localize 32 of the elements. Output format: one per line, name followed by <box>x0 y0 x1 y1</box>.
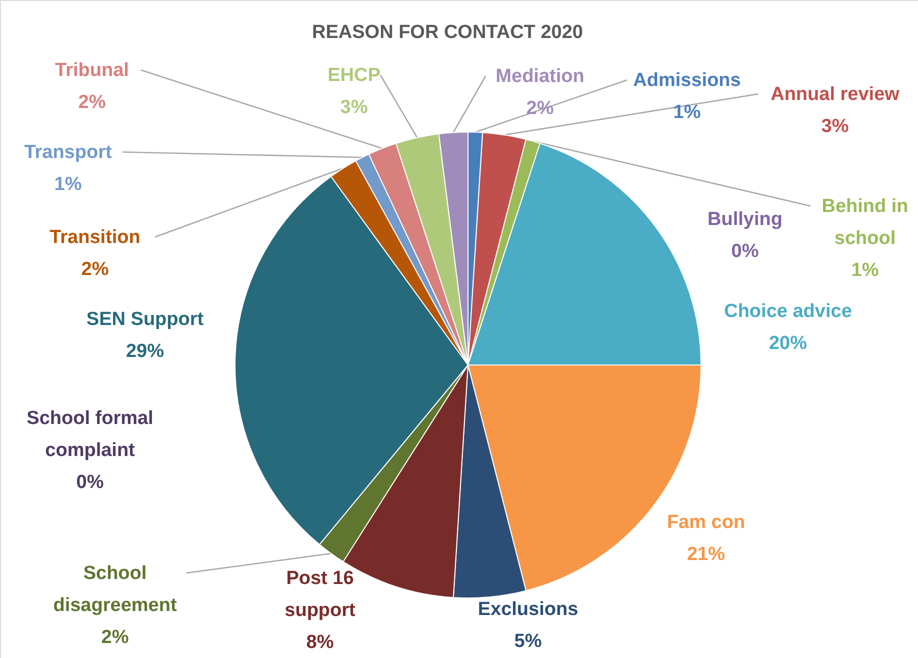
data-label: 1% <box>851 260 879 281</box>
data-label: 1% <box>673 102 701 123</box>
slice-label: Admissions <box>633 70 741 91</box>
data-label: 5% <box>514 631 542 652</box>
slice-label: Behind in school <box>822 196 908 249</box>
slice-label: Fam con <box>666 512 746 533</box>
data-label: 3% <box>821 116 849 137</box>
data-label: 1% <box>54 174 82 195</box>
text: 0% <box>731 241 759 262</box>
data-label: 21% <box>686 544 726 565</box>
slice-label: Choice advice <box>724 301 852 322</box>
data-label: 2% <box>81 259 109 280</box>
slice-label: Tribunal <box>55 60 129 81</box>
slice-label: Annual review <box>770 84 900 105</box>
data-label: 2% <box>101 627 129 648</box>
category-label: School formal complaint <box>26 408 154 461</box>
slice-label: Post 16 support <box>284 568 356 621</box>
chart-title: REASON FOR CONTACT 2020 <box>312 22 583 43</box>
data-label: 2% <box>78 92 106 113</box>
category-label: Bullying <box>708 209 782 230</box>
slice-label: School disagreement <box>53 563 178 616</box>
slice-label: Mediation <box>496 66 584 87</box>
text: 0% <box>76 472 104 493</box>
slice-label: Transition <box>50 227 140 248</box>
slice-label: Transport <box>24 142 112 163</box>
slice-label: Exclusions <box>478 599 578 620</box>
data-label: 3% <box>340 97 368 118</box>
data-label: 29% <box>126 341 164 362</box>
slice-label: SEN Support <box>86 309 204 330</box>
slice-label: EHCP <box>328 65 381 86</box>
data-label: 8% <box>306 632 334 653</box>
data-label: 20% <box>768 333 808 354</box>
